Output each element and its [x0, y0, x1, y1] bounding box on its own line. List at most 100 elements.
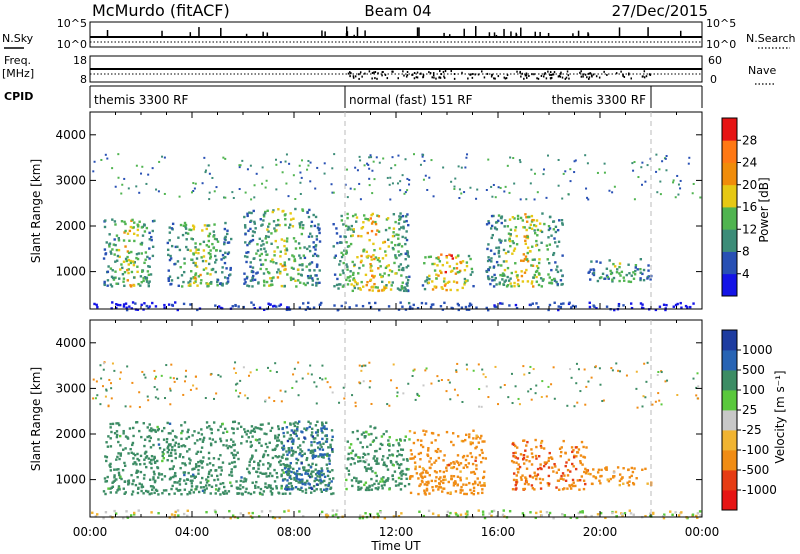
velocity-cell: [161, 454, 164, 458]
power-cell: [145, 276, 149, 279]
power-cell: [288, 308, 292, 311]
velocity-cell: [532, 368, 535, 371]
power-cell: [362, 250, 365, 253]
power-cell: [246, 255, 249, 259]
power-cell: [249, 265, 252, 268]
velocity-cell: [161, 429, 164, 433]
velocity-cell: [388, 442, 391, 446]
nave-dot: [587, 72, 590, 75]
velocity-cell: [304, 488, 308, 491]
velocity-cell: [471, 441, 474, 445]
velocity-cell: [174, 452, 177, 455]
velocity-cell: [599, 511, 603, 515]
velocity-cell: [165, 440, 169, 444]
nave-dot: [552, 73, 555, 76]
power-cell: [378, 161, 381, 164]
power-cell: [470, 267, 474, 271]
power-cell: [242, 305, 245, 309]
velocity-cell: [269, 490, 273, 493]
nave-dot: [506, 74, 509, 77]
power-cell: [223, 236, 227, 240]
power-cell: [315, 263, 319, 266]
power-cell: [605, 305, 609, 308]
velocity-cell: [245, 440, 249, 443]
velocity-colorbar-tick-label: 25: [742, 403, 757, 417]
velocity-cell: [566, 474, 570, 477]
velocity-cell: [312, 485, 316, 488]
power-cell: [500, 221, 503, 225]
velocity-cell: [168, 454, 171, 457]
velocity-cell: [157, 443, 161, 446]
power-cell: [300, 176, 303, 179]
nave-dot: [521, 72, 524, 75]
velocity-cell: [426, 454, 430, 458]
velocity-cell: [299, 488, 302, 491]
nave-dot: [413, 77, 416, 80]
velocity-cell: [107, 405, 110, 408]
velocity-cell: [484, 457, 488, 460]
power-cell: [141, 270, 144, 273]
power-cell: [383, 272, 386, 275]
power-cell: [618, 262, 622, 265]
velocity-cell: [377, 514, 380, 518]
velocity-cell: [325, 440, 329, 443]
power-cell: [458, 270, 461, 274]
velocity-cell: [441, 487, 445, 490]
power-cell: [124, 229, 127, 233]
power-cell: [503, 219, 507, 222]
velocity-cell: [143, 444, 146, 448]
velocity-cell: [322, 454, 325, 457]
power-cell: [356, 256, 359, 259]
power-cell: [360, 259, 363, 263]
velocity-cell: [380, 477, 384, 481]
power-cell: [127, 271, 130, 275]
velocity-cell: [247, 436, 250, 439]
velocity-cell: [522, 454, 526, 457]
velocity-cell: [118, 434, 122, 438]
power-cell: [339, 235, 342, 238]
velocity-cell: [358, 381, 361, 384]
velocity-cell: [311, 449, 314, 452]
power-cell: [214, 254, 217, 258]
power-cell: [308, 249, 312, 253]
power-cell: [368, 288, 371, 292]
velocity-cell: [288, 469, 291, 473]
velocity-cell: [171, 429, 174, 433]
power-cell: [375, 156, 378, 159]
power-cell: [361, 304, 365, 308]
power-cell: [145, 280, 149, 283]
velocity-cell: [550, 456, 553, 459]
power-cell: [111, 269, 114, 272]
velocity-cell: [351, 449, 354, 452]
velocity-cell: [452, 460, 455, 464]
power-cell: [179, 223, 183, 227]
power-cell: [644, 180, 647, 183]
velocity-cell: [621, 512, 624, 516]
power-cell: [280, 238, 284, 241]
power-cell: [349, 275, 352, 278]
velocity-cell: [433, 461, 436, 464]
power-cell: [507, 250, 510, 253]
velocity-cell: [197, 468, 200, 472]
power-cell: [316, 254, 320, 258]
velocity-cell: [437, 379, 440, 382]
velocity-cell: [135, 469, 139, 472]
power-cell: [531, 245, 534, 248]
power-cell: [632, 169, 635, 172]
power-cell: [470, 303, 473, 307]
power-cell: [606, 275, 610, 279]
power-cell: [190, 270, 193, 273]
power-cell: [394, 164, 397, 167]
velocity-cell: [246, 467, 249, 471]
power-cell: [150, 235, 153, 239]
velocity-cell: [329, 446, 333, 449]
nave-dot: [550, 77, 552, 80]
power-cell: [192, 281, 196, 285]
power-cell: [617, 302, 621, 306]
velocity-cell: [182, 444, 185, 447]
velocity-cell: [190, 482, 193, 485]
power-cell: [283, 284, 286, 288]
velocity-cell: [298, 472, 301, 476]
velocity-cell: [404, 435, 408, 438]
velocity-cell: [320, 490, 323, 493]
